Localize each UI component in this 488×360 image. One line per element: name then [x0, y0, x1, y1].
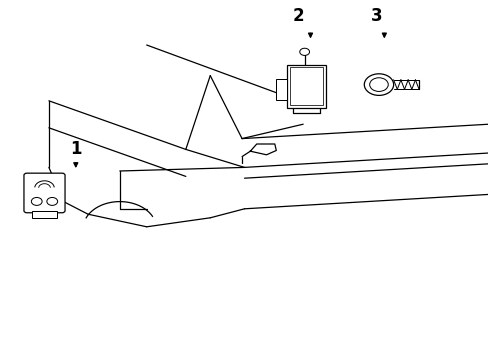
Bar — [32, 211, 57, 218]
Bar — [290, 67, 322, 105]
Text: 1: 1 — [70, 140, 81, 158]
Text: 3: 3 — [370, 7, 382, 25]
Text: 2: 2 — [292, 7, 304, 25]
FancyBboxPatch shape — [24, 173, 65, 213]
Bar — [276, 78, 286, 100]
Bar — [286, 65, 325, 108]
